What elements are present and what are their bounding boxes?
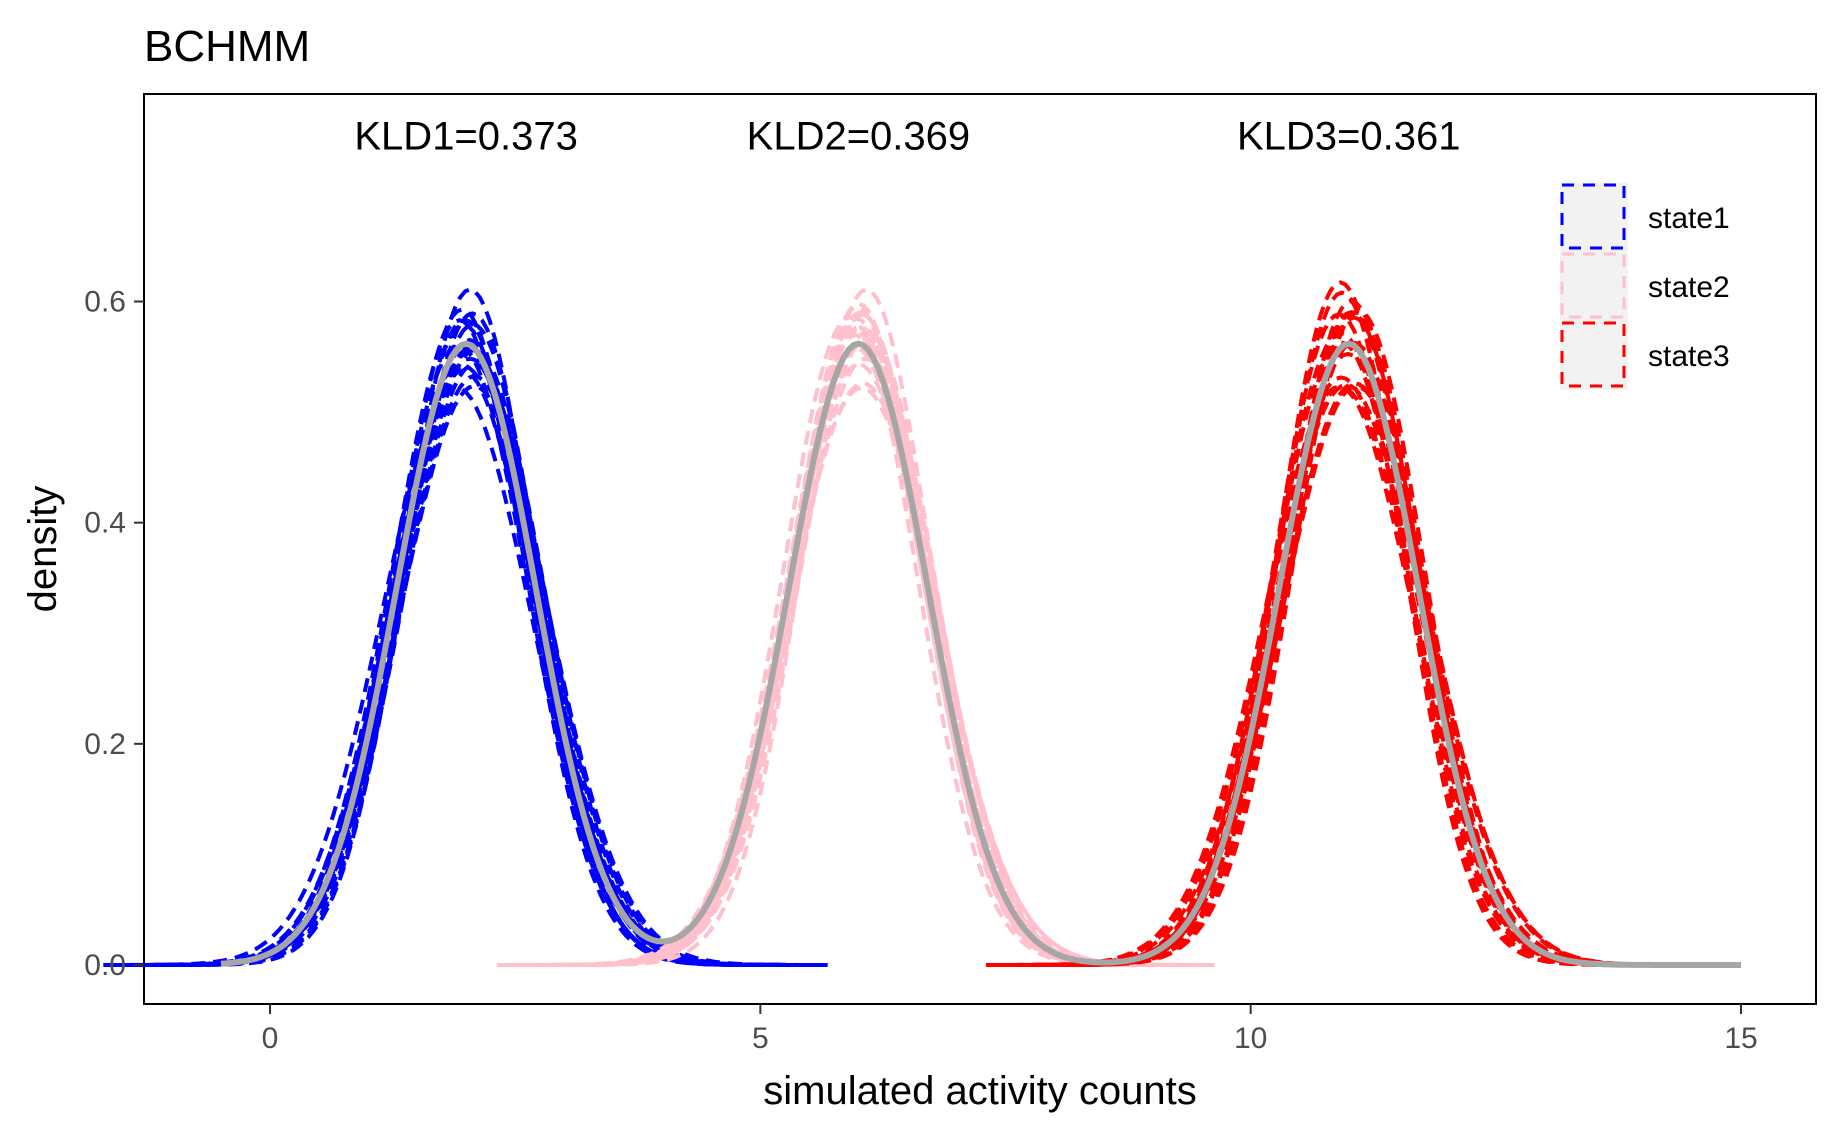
y-tick-label: 0.2 [84,728,126,761]
legend-key-background [1560,321,1628,390]
kld-annotation: KLD2=0.369 [747,115,971,159]
state3-legend-key [1560,321,1626,388]
legend-key-background [1560,183,1628,252]
legend-label: state2 [1648,271,1730,304]
state2-legend-key [1560,252,1626,319]
x-tick-label: 5 [752,1022,769,1055]
curves [103,280,1741,968]
x-tick-label: 10 [1234,1022,1267,1055]
legend: state1 state2 state3 [1560,183,1730,390]
x-tick-label: 0 [262,1022,279,1055]
legend-label: state1 [1648,202,1730,235]
kld-annotation: KLD1=0.373 [354,115,578,159]
x-tick-label: 15 [1724,1022,1757,1055]
kld-annotation: KLD3=0.361 [1237,115,1461,159]
y-axis-title: density [21,486,65,613]
annotations: KLD1=0.373 KLD2=0.369 KLD3=0.361 [354,115,1460,159]
legend-key-background [1560,252,1628,321]
chart-title: BCHMM [144,22,310,71]
legend-label: state3 [1648,340,1730,373]
y-tick-label: 0.4 [84,507,126,540]
x-axis-title: simulated activity counts [763,1069,1197,1113]
true-density-line [220,340,1741,968]
y-tick-label: 0.6 [84,286,126,319]
state1-legend-key [1560,183,1626,250]
y-tick-label: 0.0 [84,949,126,982]
axes: 0 5 10 15 0.0 0.2 0.4 0.6 [84,286,1757,1056]
